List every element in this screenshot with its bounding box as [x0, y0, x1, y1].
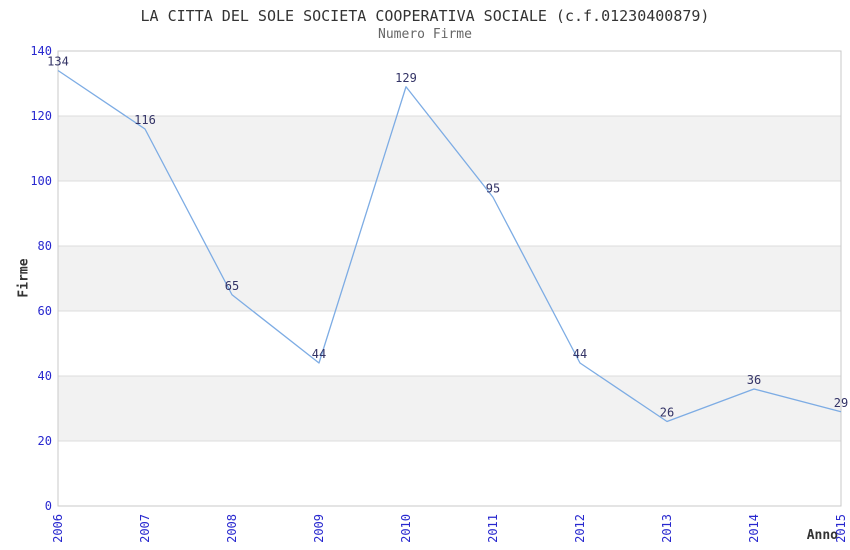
chart-subtitle: Numero Firme	[378, 27, 472, 42]
data-label: 36	[747, 373, 761, 387]
data-label: 44	[312, 347, 326, 361]
y-tick-label: 60	[38, 304, 52, 318]
data-label: 29	[834, 396, 848, 410]
data-label: 44	[573, 347, 587, 361]
x-tick-label: 2009	[312, 514, 326, 543]
x-tick-label: 2012	[573, 514, 587, 543]
x-tick-label: 2007	[138, 514, 152, 543]
x-tick-label: 2014	[747, 514, 761, 543]
y-tick-label: 40	[38, 369, 52, 383]
y-tick-label: 20	[38, 434, 52, 448]
series-line	[57, 69, 842, 423]
data-label: 116	[134, 113, 156, 127]
x-tick-label: 2011	[486, 514, 500, 543]
x-tick-label: 2010	[399, 514, 413, 543]
y-tick-label: 120	[30, 109, 52, 123]
x-tick-label: 2013	[660, 514, 674, 543]
x-tick-label: 2008	[225, 514, 239, 543]
data-label: 134	[47, 55, 69, 69]
data-label: 95	[486, 181, 500, 195]
data-label: 129	[395, 71, 417, 85]
x-tick-label: 2015	[834, 514, 848, 543]
data-label: 65	[225, 279, 239, 293]
y-tick-label: 140	[30, 44, 52, 58]
chart-title: LA CITTA DEL SOLE SOCIETA COOPERATIVA SO…	[140, 7, 710, 25]
y-tick-label: 80	[38, 239, 52, 253]
grid-band	[58, 376, 841, 441]
data-label: 26	[660, 406, 674, 420]
x-tick-label: 2006	[51, 514, 65, 543]
plot-frame	[57, 50, 842, 507]
grid-band	[58, 116, 841, 181]
y-tick-label: 100	[30, 174, 52, 188]
y-tick-label: 0	[45, 499, 52, 513]
grid-band	[58, 246, 841, 311]
x-axis-title: Anno	[806, 528, 838, 543]
